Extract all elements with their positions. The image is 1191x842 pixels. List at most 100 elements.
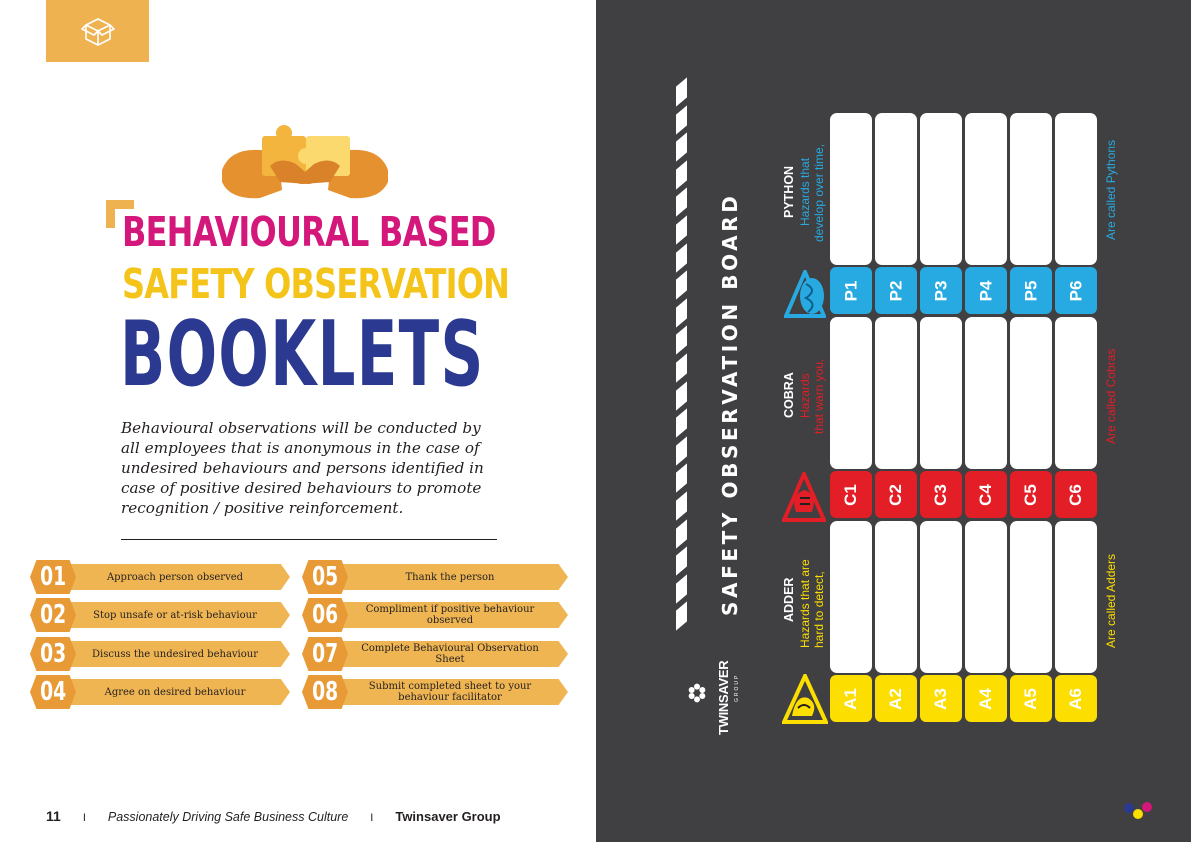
hazard-stripe [676,436,687,466]
step-number: 04 [30,675,76,709]
code-label: C6 [1065,483,1085,506]
python-code-tag: P4 [965,267,1007,314]
cobra-code-tag: C2 [875,471,917,518]
python-entry-cell [1010,113,1052,265]
code-label: A3 [930,687,950,710]
twinsaver-logo-icon [688,683,706,703]
hazard-stripe [676,574,687,604]
hazard-stripe [676,77,687,107]
hazard-stripe [676,132,687,162]
cobra-entry-cell [965,317,1007,469]
footer-tagline: Passionately Driving Safe Business Cultu… [107,810,349,824]
hazard-stripe [676,463,687,494]
adder-entry-cell [875,521,917,673]
code-label: P2 [885,280,905,301]
python-desc-2: develop over time, [812,143,826,242]
observation-board-page: SAFETY OBSERVATION BOARD TWINSAVER GROUP… [596,0,1191,842]
footer-separator: I [82,812,86,824]
cobra-snake-icon [782,472,826,522]
left-page: BEHAVIOURAL BASED SAFETY OBSERVATION BOO… [30,0,568,824]
cobra-footer: Are called Cobras [1104,348,1118,444]
step-number: 01 [30,560,76,594]
adder-entry-cell [830,521,872,673]
code-label: P3 [930,280,950,301]
python-code-tag: P6 [1055,267,1097,314]
step-07: 07 Complete Behavioural Observation Shee… [302,637,568,671]
step-number: 02 [30,598,76,632]
step-03: 03 Discuss the undesired behaviour [30,637,290,671]
cobra-entry-cell [830,317,872,469]
code-label: A4 [975,687,995,710]
adder-code-tag: A2 [875,675,917,722]
python-code-tag: P5 [1010,267,1052,314]
code-label: C1 [840,483,860,506]
step-05: 05 Thank the person [302,560,568,594]
logo-sub: GROUP [734,673,740,702]
code-label: A1 [840,687,860,710]
code-label: P4 [975,280,995,301]
title-line-2: SAFETY OBSERVATION [122,260,510,308]
python-entry-cell [1055,113,1097,265]
adder-entry-cell [920,521,962,673]
cobra-heading: COBRA [782,372,796,418]
hazard-stripe [676,325,687,356]
code-label: C3 [930,483,950,506]
code-label: A2 [885,687,905,710]
python-code-tag: P1 [830,267,872,314]
step-number: 07 [302,637,348,671]
step-label: Agree on desired behaviour [60,679,290,705]
adder-snake-icon [782,674,828,724]
adder-code-tag: A5 [1010,675,1052,722]
cobra-code-tag: C5 [1010,471,1052,518]
board-title: SAFETY OBSERVATION BOARD [718,192,742,616]
step-label: Compliment if positive behaviour observe… [332,602,568,628]
title-line-3: BOOKLETS [120,302,485,407]
code-label: P5 [1020,280,1040,301]
adder-entry-cell [1055,521,1097,673]
python-entry-cell [920,113,962,265]
adder-entry-cell [1010,521,1052,673]
cobra-code-tag: C4 [965,471,1007,518]
hazard-stripe [676,353,687,383]
title-bracket [106,200,134,228]
step-04: 04 Agree on desired behaviour [30,675,290,709]
step-06: 06 Compliment if positive behaviour obse… [302,598,568,632]
code-label: C4 [975,483,995,506]
step-number: 05 [302,560,348,594]
python-entry-cell [830,113,872,265]
step-number: 03 [30,637,76,671]
puzzle-handshake-icon [222,125,388,199]
footer-separator: I [370,812,374,824]
step-number: 06 [302,598,348,632]
footer-company: Twinsaver Group [395,809,501,824]
hazard-stripe [676,298,687,328]
intro-paragraph: Behavioural observations will be conduct… [121,419,484,517]
adder-footer: Are called Adders [1104,553,1118,648]
cobra-desc-2: that warn you, [812,358,826,434]
hazard-stripe [676,408,687,438]
python-code-tag: P3 [920,267,962,314]
cobra-code-tag: C3 [920,471,962,518]
step-number: 08 [302,675,348,709]
hazard-stripes [672,77,696,642]
hazard-stripe [676,242,687,273]
step-01: 01 Approach person observed [30,560,290,594]
code-label: P1 [840,280,860,301]
cobra-desc-1: Hazards [798,373,812,418]
python-snake-icon [784,270,826,318]
adder-entry-cell [965,521,1007,673]
python-desc-1: Hazards that [798,157,812,226]
hazard-stripe [676,187,687,218]
logo-name: TWINSAVER [716,660,731,735]
python-entry-cell [875,113,917,265]
hazard-stripe [676,491,687,521]
cobra-entry-cell [875,317,917,469]
code-label: A5 [1020,687,1040,710]
adder-code-tag: A6 [1055,675,1097,722]
adder-code-tag: A3 [920,675,962,722]
adder-desc-2: hard to detect, [812,571,826,648]
hazard-stripe [676,518,687,549]
step-02: 02 Stop unsafe or at-risk behaviour [30,598,290,632]
code-label: A6 [1065,687,1085,710]
step-label: Complete Behavioural Observation Sheet [332,641,568,667]
